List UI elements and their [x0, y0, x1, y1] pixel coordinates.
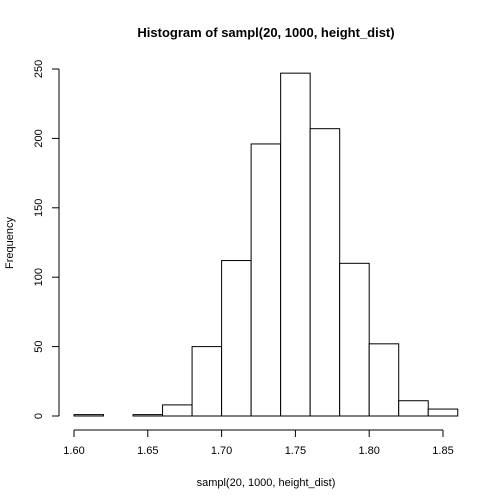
y-axis-label: Frequency	[4, 217, 16, 269]
x-tick-label-5: 1.85	[432, 445, 453, 457]
histogram-bar-9	[339, 262, 370, 417]
histogram-bar-5	[221, 260, 252, 417]
histogram-bar-0	[73, 414, 105, 417]
x-tick-label-0: 1.60	[63, 445, 84, 457]
y-tick-label-4: 200	[33, 129, 45, 147]
chart-title: Histogram of sampl(20, 1000, height_dist…	[137, 25, 394, 40]
histogram-bar-11	[398, 400, 429, 417]
x-tick-label-2: 1.70	[211, 445, 232, 457]
y-tick-label-1: 50	[33, 340, 45, 352]
y-tick-label-0: 0	[33, 413, 45, 419]
x-axis-label: sampl(20, 1000, height_dist)	[197, 477, 336, 489]
histogram-bar-2	[132, 414, 164, 417]
histogram-bar-3	[162, 404, 193, 417]
histogram-bar-12	[427, 408, 459, 417]
histogram-bar-6	[250, 143, 282, 417]
x-tick-label-3: 1.75	[285, 445, 306, 457]
y-tick-label-5: 250	[33, 60, 45, 78]
y-axis: 0 50 100 150 200 250	[33, 60, 60, 419]
y-tick-label-2: 100	[33, 268, 45, 286]
x-tick-label-1: 1.65	[137, 445, 158, 457]
histogram-bar-4	[191, 346, 223, 417]
histogram-bar-7	[280, 72, 311, 417]
x-axis: 1.60 1.65 1.70 1.75 1.80 1.85	[63, 429, 454, 457]
histogram-bar-8	[309, 128, 341, 417]
y-tick-label-3: 150	[33, 199, 45, 217]
x-tick-label-4: 1.80	[358, 445, 379, 457]
histogram-bars	[73, 72, 459, 417]
histogram-bar-10	[368, 343, 400, 417]
